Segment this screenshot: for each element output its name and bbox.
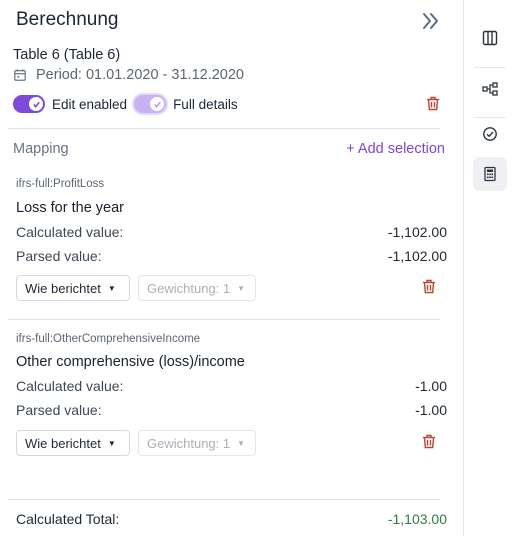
parsed-value: -1.00 xyxy=(415,402,447,418)
toggle-knob xyxy=(150,97,165,111)
edit-enabled-toggle[interactable] xyxy=(13,95,45,113)
concept-tag: ifrs-full:OtherComprehensiveIncome xyxy=(16,333,201,345)
mapping-item: ifrs-full:ProfitLoss Loss for the year C… xyxy=(16,178,448,308)
calculated-value-label: Calculated value: xyxy=(16,224,124,240)
caret-down-icon: ▼ xyxy=(237,438,246,448)
divider xyxy=(8,499,440,500)
calculated-value: -1,102.00 xyxy=(387,224,447,240)
hierarchy-button[interactable] xyxy=(473,72,507,106)
parsed-value-label: Parsed value: xyxy=(16,402,102,418)
toggle-knob xyxy=(29,97,43,111)
right-toolbar xyxy=(463,0,513,536)
caret-down-icon: ▼ xyxy=(107,438,116,448)
tree-icon xyxy=(482,82,498,96)
delete-mapping-icon[interactable] xyxy=(422,434,436,449)
full-details-label: Full details xyxy=(173,96,238,112)
select-value: Gewichtung: 1 xyxy=(147,435,231,451)
weighting-select: Gewichtung: 1 ▼ xyxy=(138,275,256,301)
delete-mapping-icon[interactable] xyxy=(422,279,436,294)
full-details-toggle[interactable] xyxy=(134,95,167,113)
reporting-mode-select[interactable]: Wie berichtet ▼ xyxy=(16,430,130,456)
check-circle-icon xyxy=(483,127,497,141)
period-text: Period: 01.01.2020 - 31.12.2020 xyxy=(36,67,244,83)
mapping-item: ifrs-full:OtherComprehensiveIncome Other… xyxy=(16,333,448,463)
columns-icon xyxy=(482,30,498,46)
toggle-row: Edit enabled Full details xyxy=(13,95,245,113)
calendar-icon xyxy=(14,69,26,81)
weighting-select: Gewichtung: 1 ▼ xyxy=(138,430,256,456)
mapping-heading: Mapping xyxy=(13,141,69,157)
select-value: Wie berichtet xyxy=(25,280,101,296)
calculator-icon xyxy=(484,166,496,182)
divider xyxy=(8,319,440,320)
panel-title: Berechnung xyxy=(16,9,119,30)
parsed-value-label: Parsed value: xyxy=(16,248,102,264)
concept-tag: ifrs-full:ProfitLoss xyxy=(16,178,105,190)
validation-button[interactable] xyxy=(473,117,507,151)
concept-name: Loss for the year xyxy=(16,200,124,216)
columns-button[interactable] xyxy=(473,21,507,55)
toolbar-divider xyxy=(474,117,506,118)
parsed-value: -1,102.00 xyxy=(387,248,447,264)
period-row: Period: 01.01.2020 - 31.12.2020 xyxy=(13,67,244,83)
calculated-value-label: Calculated value: xyxy=(16,378,124,394)
select-value: Gewichtung: 1 xyxy=(147,280,231,296)
calculation-panel: Berechnung Table 6 (Table 6) Period: 01.… xyxy=(8,9,448,527)
calculated-total-value: -1,103.00 xyxy=(387,511,447,527)
caret-down-icon: ▼ xyxy=(107,283,116,293)
calculation-button[interactable] xyxy=(473,157,507,191)
toolbar-divider xyxy=(474,67,506,68)
add-selection-link[interactable]: + Add selection xyxy=(346,141,445,157)
delete-calculation-icon[interactable] xyxy=(426,96,440,111)
concept-name: Other comprehensive (loss)/income xyxy=(16,354,245,370)
collapse-panel-icon[interactable] xyxy=(418,9,442,33)
reporting-mode-select[interactable]: Wie berichtet ▼ xyxy=(16,275,130,301)
calculated-total-label: Calculated Total: xyxy=(16,511,120,527)
edit-enabled-label: Edit enabled xyxy=(52,96,128,112)
calculated-value: -1.00 xyxy=(415,378,447,394)
select-value: Wie berichtet xyxy=(25,435,101,451)
divider xyxy=(8,128,440,129)
table-name: Table 6 (Table 6) xyxy=(13,47,121,63)
caret-down-icon: ▼ xyxy=(237,283,246,293)
